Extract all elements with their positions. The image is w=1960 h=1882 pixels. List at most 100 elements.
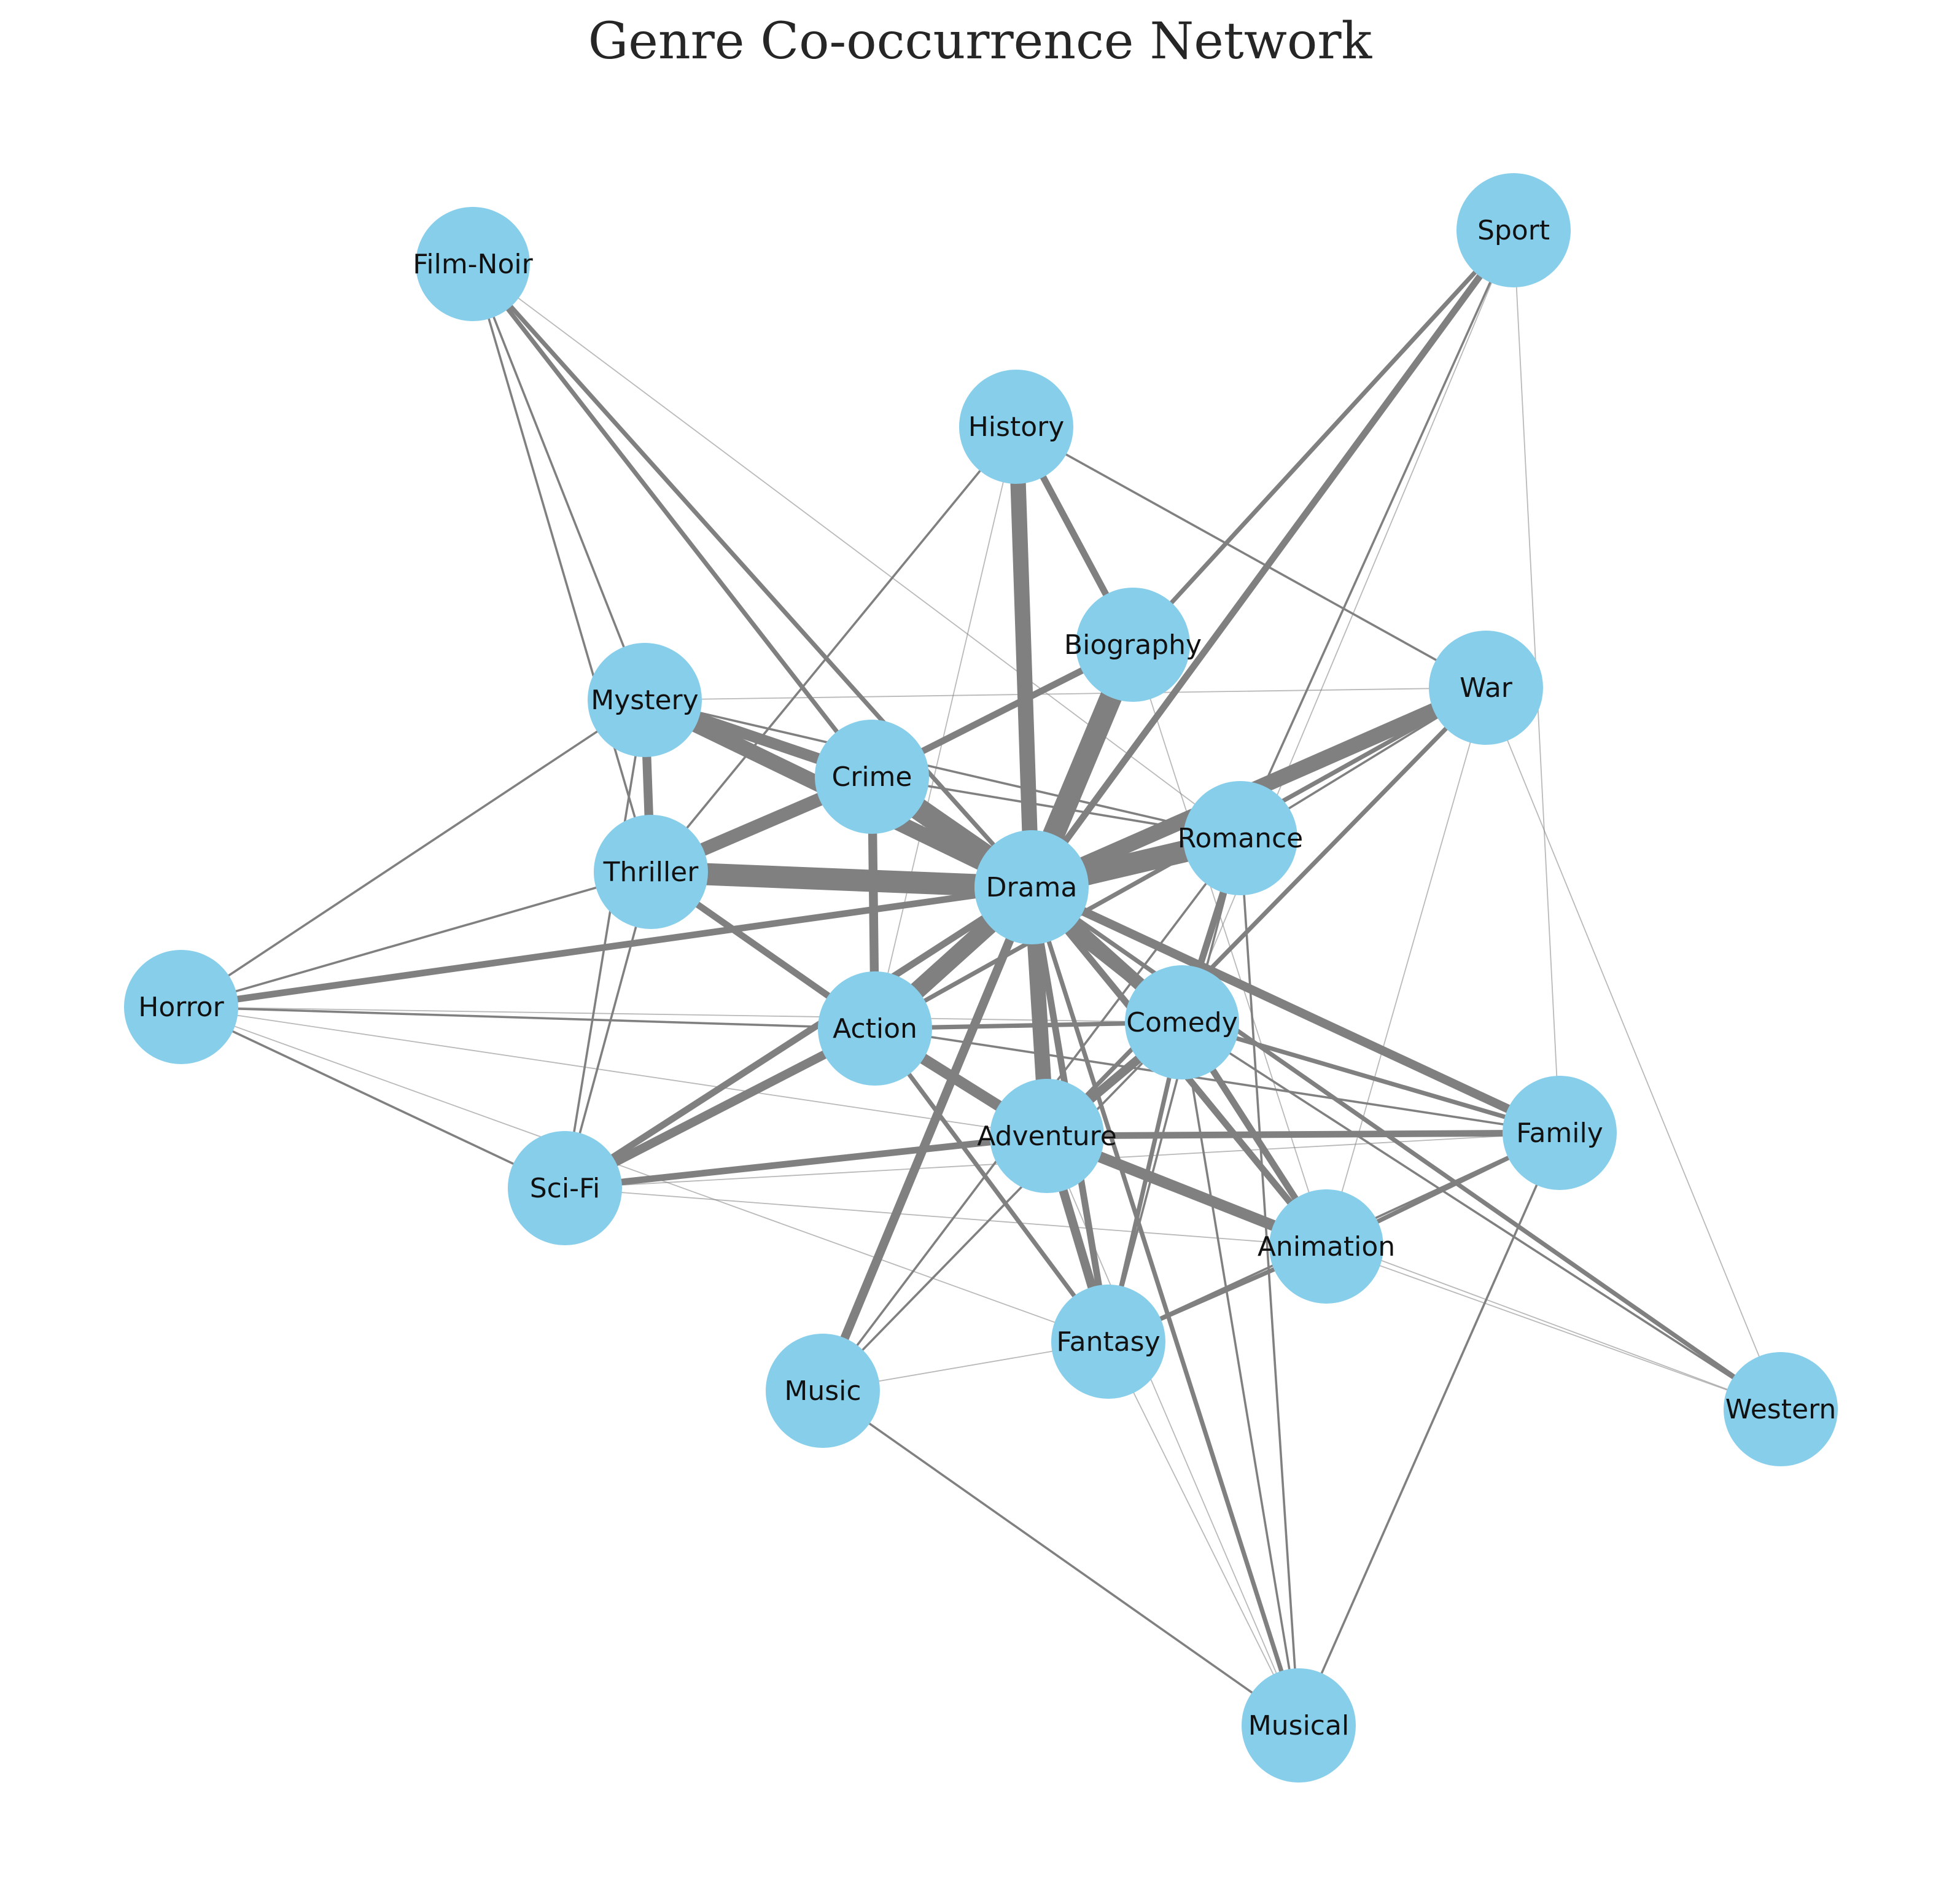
node-circle	[959, 370, 1073, 484]
node-musical: Musical	[1242, 1668, 1356, 1783]
edge-western-adventure	[1046, 1135, 1781, 1410]
node-crime: Crime	[815, 720, 929, 834]
node-circle	[594, 815, 708, 929]
node-sport: Sport	[1456, 173, 1571, 287]
edge-animation-western	[1326, 1246, 1781, 1410]
node-western: Western	[1724, 1352, 1838, 1466]
node-drama: Drama	[974, 830, 1089, 944]
node-horror: Horror	[124, 950, 238, 1064]
node-label: Mystery	[591, 685, 698, 716]
edge-thriller-horror	[181, 871, 651, 1008]
edge-fantasy-musical	[1108, 1341, 1299, 1726]
edge-history-war	[1016, 426, 1487, 689]
edge-drama-history	[1008, 426, 1040, 888]
edge-romance-musical	[1239, 838, 1300, 1726]
node-label: Crime	[832, 761, 912, 793]
node-family: Family	[1503, 1076, 1617, 1190]
edge-action-war	[874, 685, 1487, 1031]
edge-mystery-horror	[181, 699, 645, 1008]
diagram-title: Genre Co-occurrence Network	[588, 12, 1373, 71]
edge-mystery-romance	[644, 699, 1241, 839]
edge-romance-sport	[1239, 230, 1515, 839]
edge-drama-horror	[181, 884, 1032, 1011]
node-circle	[815, 720, 929, 834]
node-war: War	[1429, 631, 1543, 745]
node-circle	[1456, 173, 1571, 287]
node-biography: Biography	[1064, 588, 1202, 702]
edge-crime-romance	[871, 776, 1241, 839]
node-circle	[818, 971, 932, 1086]
edge-sci-fi-animation	[564, 1188, 1327, 1247]
node-circle	[990, 1079, 1104, 1193]
node-label: Animation	[1258, 1231, 1395, 1262]
edge-drama-film-noir	[471, 262, 1033, 889]
edge-adventure-war	[1045, 686, 1488, 1138]
edge-history-thriller	[650, 426, 1017, 873]
node-fantasy: Fantasy	[1051, 1285, 1165, 1399]
edge-history-action	[874, 426, 1017, 1029]
node-circle	[588, 643, 702, 757]
edge-action-sci-fi	[562, 1024, 877, 1192]
node-label: Film-Noir	[413, 249, 533, 280]
node-circle	[124, 950, 238, 1064]
edge-horror-fantasy	[181, 1006, 1109, 1342]
edge-musical-adventure	[1046, 1135, 1299, 1726]
node-circle	[1076, 588, 1190, 702]
node-sci-fi: Sci-Fi	[508, 1131, 622, 1245]
node-label: War	[1460, 672, 1513, 704]
node-adventure: Adventure	[977, 1079, 1117, 1193]
node-label: Adventure	[977, 1121, 1117, 1152]
node-circle	[1724, 1352, 1838, 1466]
node-label: Western	[1725, 1394, 1836, 1425]
node-label: Comedy	[1126, 1007, 1238, 1038]
edge-adventure-family	[1046, 1129, 1560, 1140]
node-circle	[1125, 965, 1239, 1079]
node-circle	[1503, 1076, 1617, 1190]
node-music: Music	[766, 1334, 880, 1448]
node-history: History	[959, 370, 1073, 484]
edge-music-musical	[822, 1390, 1300, 1727]
node-label: Romance	[1178, 823, 1304, 854]
edge-drama-sci-fi	[563, 884, 1033, 1191]
node-label: Fantasy	[1056, 1326, 1160, 1358]
edge-romance-fantasy	[1107, 838, 1242, 1342]
node-label: Music	[784, 1375, 861, 1407]
node-label: Sport	[1477, 215, 1550, 246]
edge-comedy-musical	[1181, 1022, 1300, 1726]
node-circle	[508, 1131, 622, 1245]
edge-biography-sport	[1131, 228, 1515, 647]
node-circle	[1429, 631, 1543, 745]
edge-action-fantasy	[873, 1027, 1110, 1343]
node-mystery: Mystery	[588, 643, 702, 757]
edge-crime-film-noir	[471, 262, 874, 779]
node-label: Thriller	[603, 857, 699, 888]
node-label: Drama	[986, 872, 1078, 903]
edge-family-musical	[1297, 1132, 1561, 1726]
edge-comedy-western	[1181, 1021, 1781, 1410]
node-label: History	[968, 411, 1065, 443]
node-comedy: Comedy	[1125, 965, 1239, 1079]
node-circle	[1242, 1668, 1356, 1783]
node-label: Family	[1516, 1118, 1603, 1149]
edge-film-noir-romance	[472, 263, 1241, 839]
node-circle	[416, 207, 530, 321]
edge-horror-adventure	[181, 1006, 1048, 1137]
edge-drama-musical	[1029, 886, 1301, 1727]
node-label: Horror	[138, 992, 224, 1023]
edge-biography-music	[822, 644, 1134, 1391]
node-circle	[1183, 781, 1297, 895]
edge-sci-fi-horror	[181, 1006, 566, 1189]
node-action: Action	[818, 971, 932, 1086]
edge-mystery-film-noir	[472, 263, 646, 701]
edge-horror-comedy	[181, 1006, 1183, 1023]
edge-comedy-family	[1181, 1020, 1561, 1135]
edge-drama-family	[1029, 883, 1562, 1137]
edge-thriller-film-noir	[472, 263, 652, 873]
edge-comedy-music	[822, 1021, 1183, 1392]
edge-drama-sport	[1029, 228, 1517, 890]
edge-action-horror	[181, 1006, 876, 1030]
edge-drama-thriller	[650, 861, 1032, 898]
node-film-noir: Film-Noir	[413, 207, 534, 321]
edge-western-war	[1485, 687, 1781, 1410]
